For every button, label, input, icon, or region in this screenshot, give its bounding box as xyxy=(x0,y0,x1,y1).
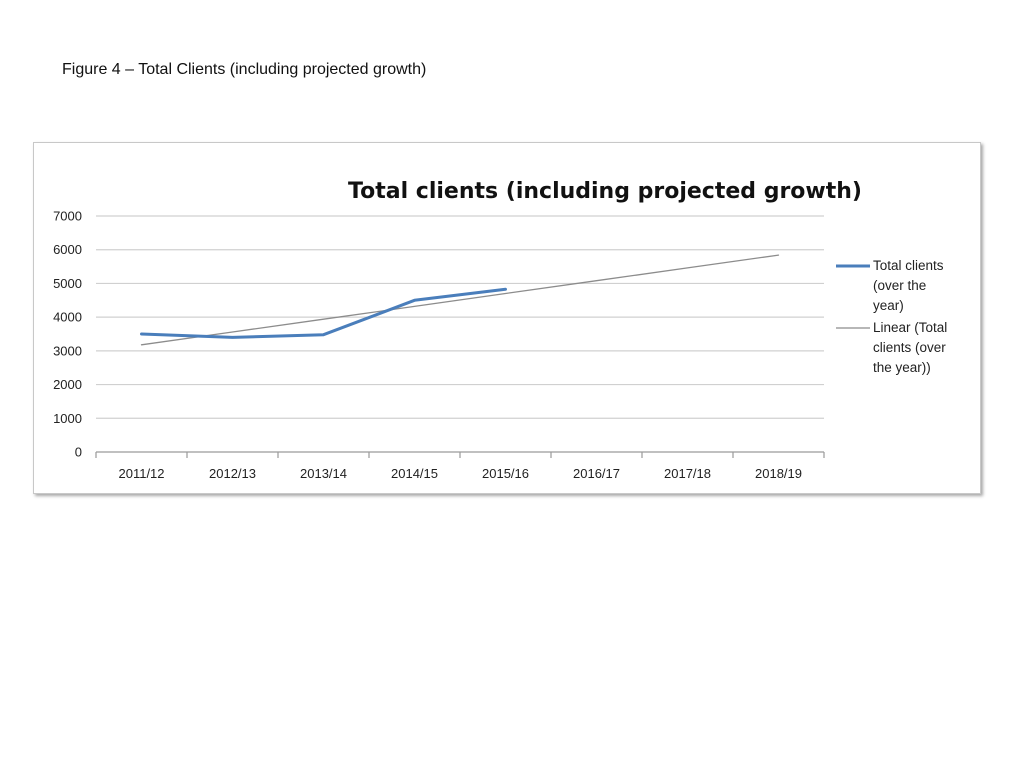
axes xyxy=(95,451,825,458)
y-tick-label: 0 xyxy=(75,445,82,460)
x-tick-labels: 2011/12 2012/13 2013/14 2014/15 2015/16 2016/… xyxy=(118,466,802,481)
legend-label: year) xyxy=(873,298,904,313)
series-line-linear-trend xyxy=(140,254,780,346)
y-tick-label: 6000 xyxy=(53,242,82,257)
x-tick-label: 2014/15 xyxy=(391,466,438,481)
legend-label: (over the xyxy=(873,278,926,293)
y-tick-label: 5000 xyxy=(53,276,82,291)
gridlines xyxy=(96,215,824,419)
x-tick-label: 2017/18 xyxy=(664,466,711,481)
figure-caption: Figure 4 – Total Clients (including proj… xyxy=(62,61,427,78)
y-tick-label: 3000 xyxy=(53,343,82,358)
legend-label: clients (over xyxy=(873,340,946,355)
chart-title: Total clients (including projected growt… xyxy=(348,179,862,204)
x-tick-label: 2012/13 xyxy=(209,466,256,481)
y-tick-label: 1000 xyxy=(53,411,82,426)
chart-frame xyxy=(33,142,981,494)
y-tick-label: 4000 xyxy=(53,310,82,325)
x-tick-label: 2016/17 xyxy=(573,466,620,481)
x-tick-label: 2013/14 xyxy=(300,466,347,481)
legend: Total clients (over the year) Linear (Total… xyxy=(836,258,947,375)
x-tick-label: 2011/12 xyxy=(118,466,164,481)
series-line-total-clients xyxy=(140,287,507,339)
legend-label: Total clients xyxy=(873,258,944,273)
x-tick-label: 2015/16 xyxy=(482,466,529,481)
y-tick-label: 7000 xyxy=(53,209,82,224)
x-tick-label: 2018/19 xyxy=(755,466,802,481)
y-tick-label: 2000 xyxy=(53,377,82,392)
legend-label: the year)) xyxy=(873,360,931,375)
series-lines xyxy=(140,254,780,346)
legend-label: Linear (Total xyxy=(873,320,947,335)
y-tick-labels: 0 1000 2000 3000 4000 5000 6000 7000 xyxy=(53,209,82,460)
